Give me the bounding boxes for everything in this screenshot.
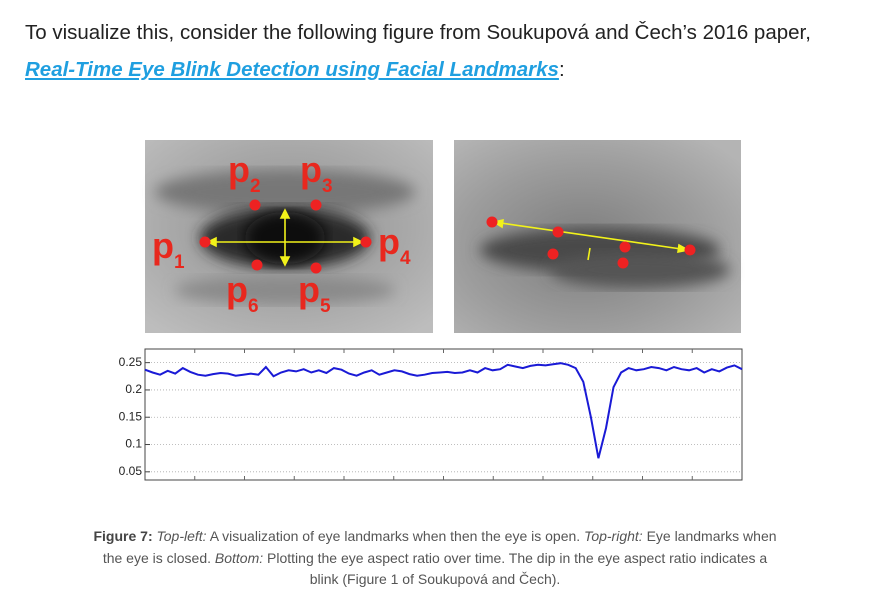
eye-open-image <box>145 140 433 333</box>
caption-text: A visualization of eye landmarks when th… <box>209 528 581 544</box>
landmark-letter: p <box>298 269 320 310</box>
landmark-label: p2 <box>228 149 261 197</box>
eye-closed-image <box>454 140 741 333</box>
landmark-label: p6 <box>226 269 259 317</box>
caption-text: Eye landmarks when the eye is closed. <box>102 528 777 566</box>
landmark-letter: p <box>378 221 400 262</box>
caption-label: Top-right: <box>584 528 643 544</box>
landmark-index: 1 <box>174 252 185 273</box>
caption-label: Top-left: <box>156 528 207 544</box>
landmark-letter: p <box>300 149 322 190</box>
paragraph-text: To visualize this, consider the followin… <box>25 21 811 44</box>
landmark-index: 2 <box>250 176 261 197</box>
y-tick-label: 0.1 <box>125 437 142 451</box>
caption-label: Bottom: <box>214 549 264 566</box>
landmark-label: p4 <box>378 221 411 269</box>
landmark-index: 6 <box>248 296 259 317</box>
paper-link[interactable]: Real-Time Eye Blink Detection using Faci… <box>25 58 559 81</box>
paragraph: To visualize this, consider the followin… <box>25 14 825 88</box>
landmark-label: p5 <box>298 269 331 317</box>
landmark-index: 4 <box>400 248 411 269</box>
y-tick-label: 0.2 <box>125 382 142 396</box>
caption: Figure 7: Top-left: A visualization of e… <box>90 526 780 591</box>
caption-text: Plotting the eye aspect ratio over time.… <box>267 549 768 588</box>
y-tick-label: 0.05 <box>119 464 143 478</box>
landmark-letter: p <box>228 149 250 190</box>
landmark-index: 5 <box>320 296 331 317</box>
landmark-index: 3 <box>322 176 333 197</box>
y-tick-label: 0.15 <box>119 409 143 423</box>
y-tick-label: 0.25 <box>119 355 143 369</box>
landmark-label: p3 <box>300 149 333 197</box>
landmark-letter: p <box>226 269 248 310</box>
figure-label: Figure 7: <box>93 528 153 544</box>
landmark-label: p1 <box>152 225 185 273</box>
ear-chart: 0.25 0.2 0.15 0.1 0.05 <box>119 348 743 481</box>
paragraph-text: : <box>558 58 565 81</box>
landmark-letter: p <box>152 225 174 266</box>
ear-line <box>144 362 743 459</box>
